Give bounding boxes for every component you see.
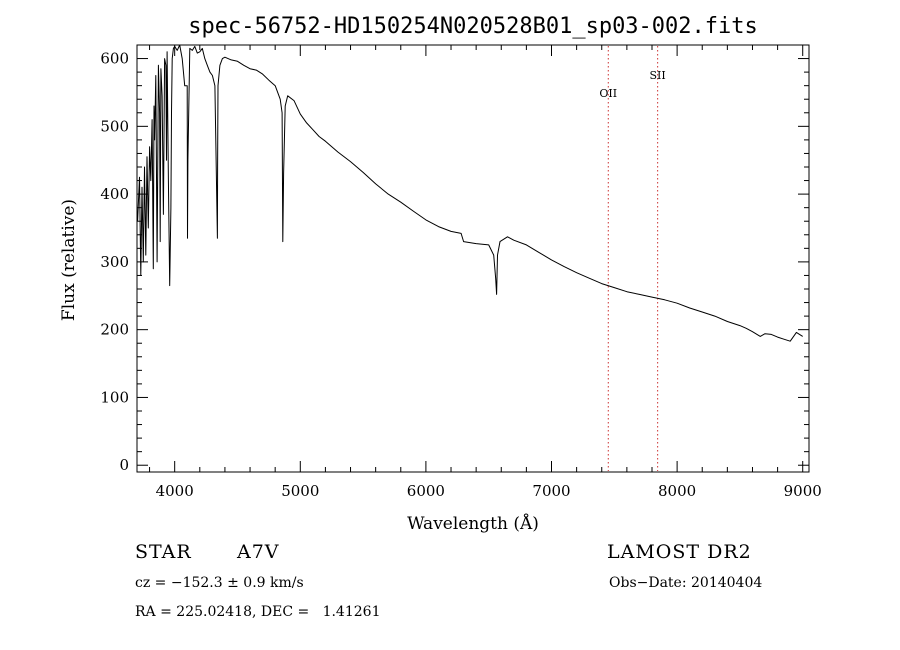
spectrum-line [137,44,803,342]
y-tick-label: 100 [100,388,129,406]
y-tick-label: 400 [100,185,129,203]
y-tick-label: 500 [100,117,129,135]
ra-dec-coordinates: RA = 225.02418, DEC = 1.41261 [135,604,381,620]
marker-label-oii: OII [599,87,617,100]
y-tick-label: 0 [119,456,129,474]
axis-ticks: 4000 5000 6000 7000 8000 9000 0 100 200 300 400 500… [100,45,822,500]
survey-release: LAMOST DR2 [607,541,752,563]
y-tick-label: 600 [100,50,129,68]
plot-frame [136,44,810,473]
y-tick-label: 300 [100,253,129,271]
x-tick-label: 5000 [281,482,319,500]
observation-date: Obs−Date: 20140404 [609,575,763,591]
object-class: STAR [135,541,192,563]
marker-label-sii: SII [650,69,666,82]
emission-line-markers: OII SII [599,46,666,471]
redshift-cz: cz = −152.3 ± 0.9 km/s [135,575,304,591]
x-tick-label: 6000 [407,482,445,500]
x-tick-label: 8000 [658,482,696,500]
chart-title: spec-56752-HD150254N020528B01_sp03-002.f… [188,14,758,39]
spectral-type: A7V [237,541,280,563]
y-tick-label: 200 [100,321,129,339]
x-tick-label: 4000 [156,482,194,500]
x-tick-label: 9000 [784,482,822,500]
y-axis-label: Flux (relative) [59,199,79,321]
x-axis-label: Wavelength (Å) [407,513,539,534]
x-tick-label: 7000 [532,482,570,500]
